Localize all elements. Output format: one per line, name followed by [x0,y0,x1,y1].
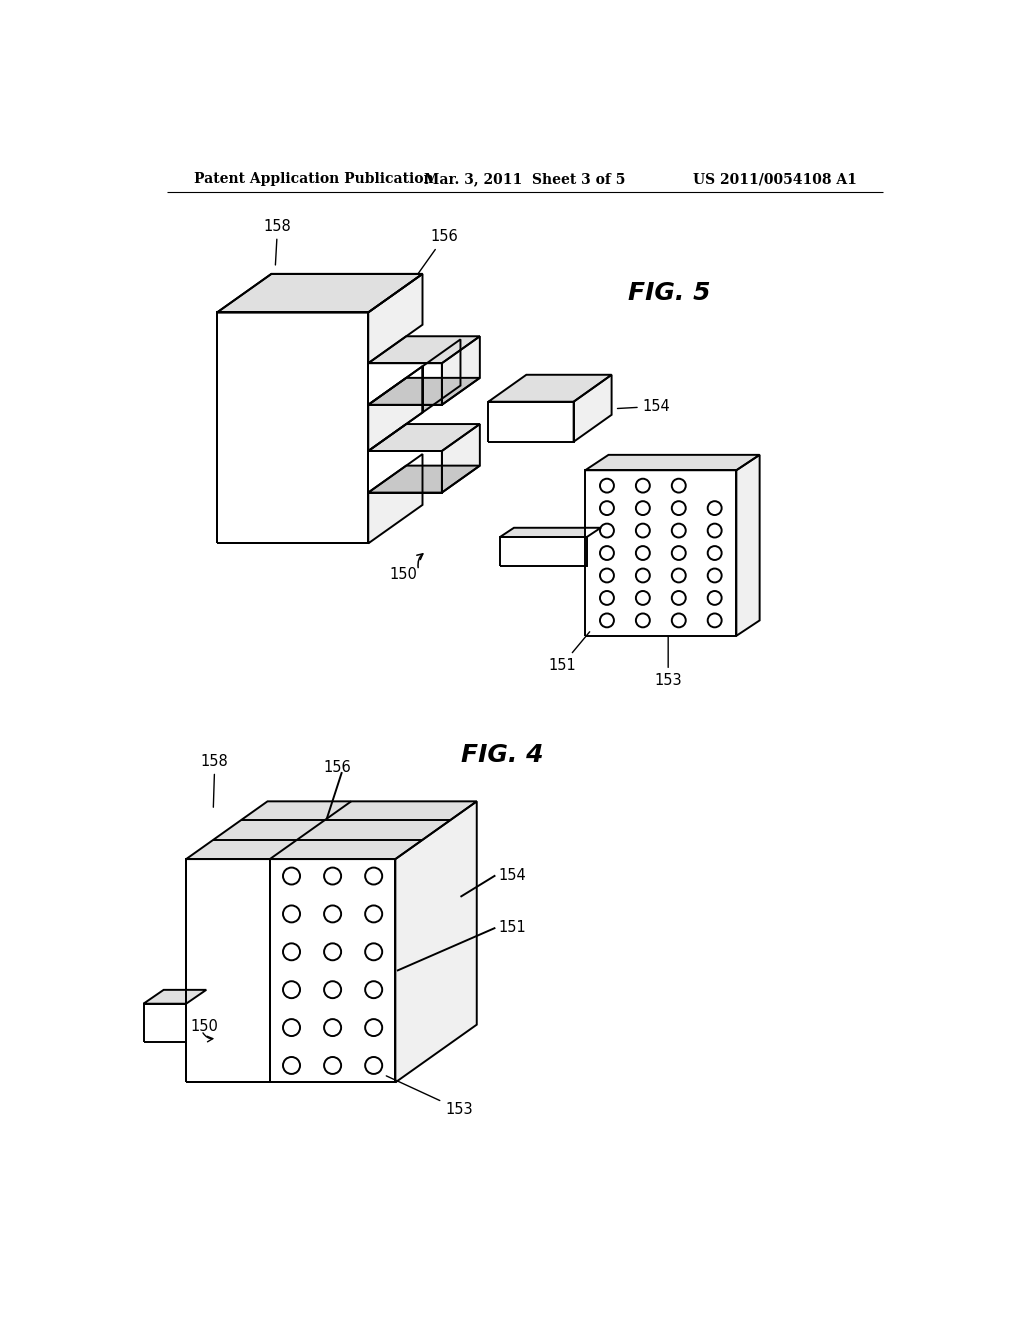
Polygon shape [488,375,611,401]
Polygon shape [736,455,760,636]
Polygon shape [586,470,736,636]
Polygon shape [369,378,480,405]
Polygon shape [369,451,442,492]
Text: US 2011/0054108 A1: US 2011/0054108 A1 [692,172,856,186]
Text: 150: 150 [389,566,417,582]
Text: 156: 156 [418,230,458,275]
Text: 154: 154 [499,869,526,883]
Polygon shape [143,990,206,1003]
Polygon shape [586,455,760,470]
Text: 158: 158 [201,754,228,808]
Text: FIG. 5: FIG. 5 [628,281,711,305]
Polygon shape [423,339,461,412]
Polygon shape [369,454,423,544]
Polygon shape [500,537,587,566]
Text: 154: 154 [617,399,671,414]
Polygon shape [369,466,480,492]
Polygon shape [369,337,480,363]
Polygon shape [573,375,611,442]
Text: 150: 150 [190,1019,218,1034]
Polygon shape [369,424,480,451]
Polygon shape [270,859,395,1082]
Text: 158: 158 [264,219,292,265]
Polygon shape [369,367,423,451]
Polygon shape [369,275,423,363]
Text: 153: 153 [386,1076,473,1117]
Polygon shape [500,528,601,537]
Polygon shape [186,801,477,859]
Polygon shape [488,401,573,442]
Polygon shape [143,1003,186,1043]
Polygon shape [369,363,442,405]
Polygon shape [442,424,480,492]
Text: 153: 153 [654,638,682,688]
Text: FIG. 4: FIG. 4 [461,743,544,767]
Text: 156: 156 [324,760,351,775]
Polygon shape [217,313,369,544]
Text: 151: 151 [499,920,526,936]
Text: Mar. 3, 2011  Sheet 3 of 5: Mar. 3, 2011 Sheet 3 of 5 [424,172,626,186]
Polygon shape [186,859,270,1082]
Polygon shape [395,801,477,1082]
Text: Patent Application Publication: Patent Application Publication [194,172,433,186]
Text: 151: 151 [548,632,590,673]
Polygon shape [442,337,480,405]
Polygon shape [217,275,423,313]
